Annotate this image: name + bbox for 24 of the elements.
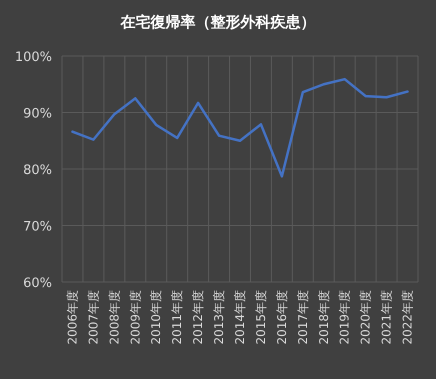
x-tick-label: 2018年度 [316, 290, 331, 345]
x-tick-label: 2021年度 [380, 290, 394, 345]
line-series [71, 78, 409, 178]
y-tick-label: 70% [23, 220, 52, 234]
x-tick-label: 2014年度 [233, 290, 247, 345]
x-tick-label: 2019年度 [338, 290, 352, 345]
x-tick-label: 2007年度 [86, 290, 100, 345]
x-tick-label: 2011年度 [170, 290, 184, 345]
y-tick-label: 100% [14, 50, 52, 65]
x-tick-label: 2012年度 [191, 290, 206, 345]
y-tick-label: 90% [23, 106, 52, 122]
x-tick-label: 2020年度 [358, 290, 373, 345]
y-tick-label: 80% [23, 163, 52, 178]
x-tick-label: 2017年度 [296, 290, 310, 345]
x-tick-label: 2015年度 [254, 290, 268, 345]
x-tick-label: 2008年度 [107, 290, 122, 345]
x-tick-label: 2013年度 [212, 290, 226, 345]
y-tick-label: 60% [23, 276, 52, 291]
chart-title: 在宅復帰率（整形外科疾患） [120, 13, 316, 31]
x-tick-label: 2022年度 [400, 290, 415, 345]
x-tick-label: 2016年度 [274, 290, 289, 345]
x-tick-label: 2009年度 [128, 290, 142, 345]
x-tick-label: 2006年度 [65, 290, 80, 345]
x-tick-label: 2010年度 [149, 290, 164, 345]
